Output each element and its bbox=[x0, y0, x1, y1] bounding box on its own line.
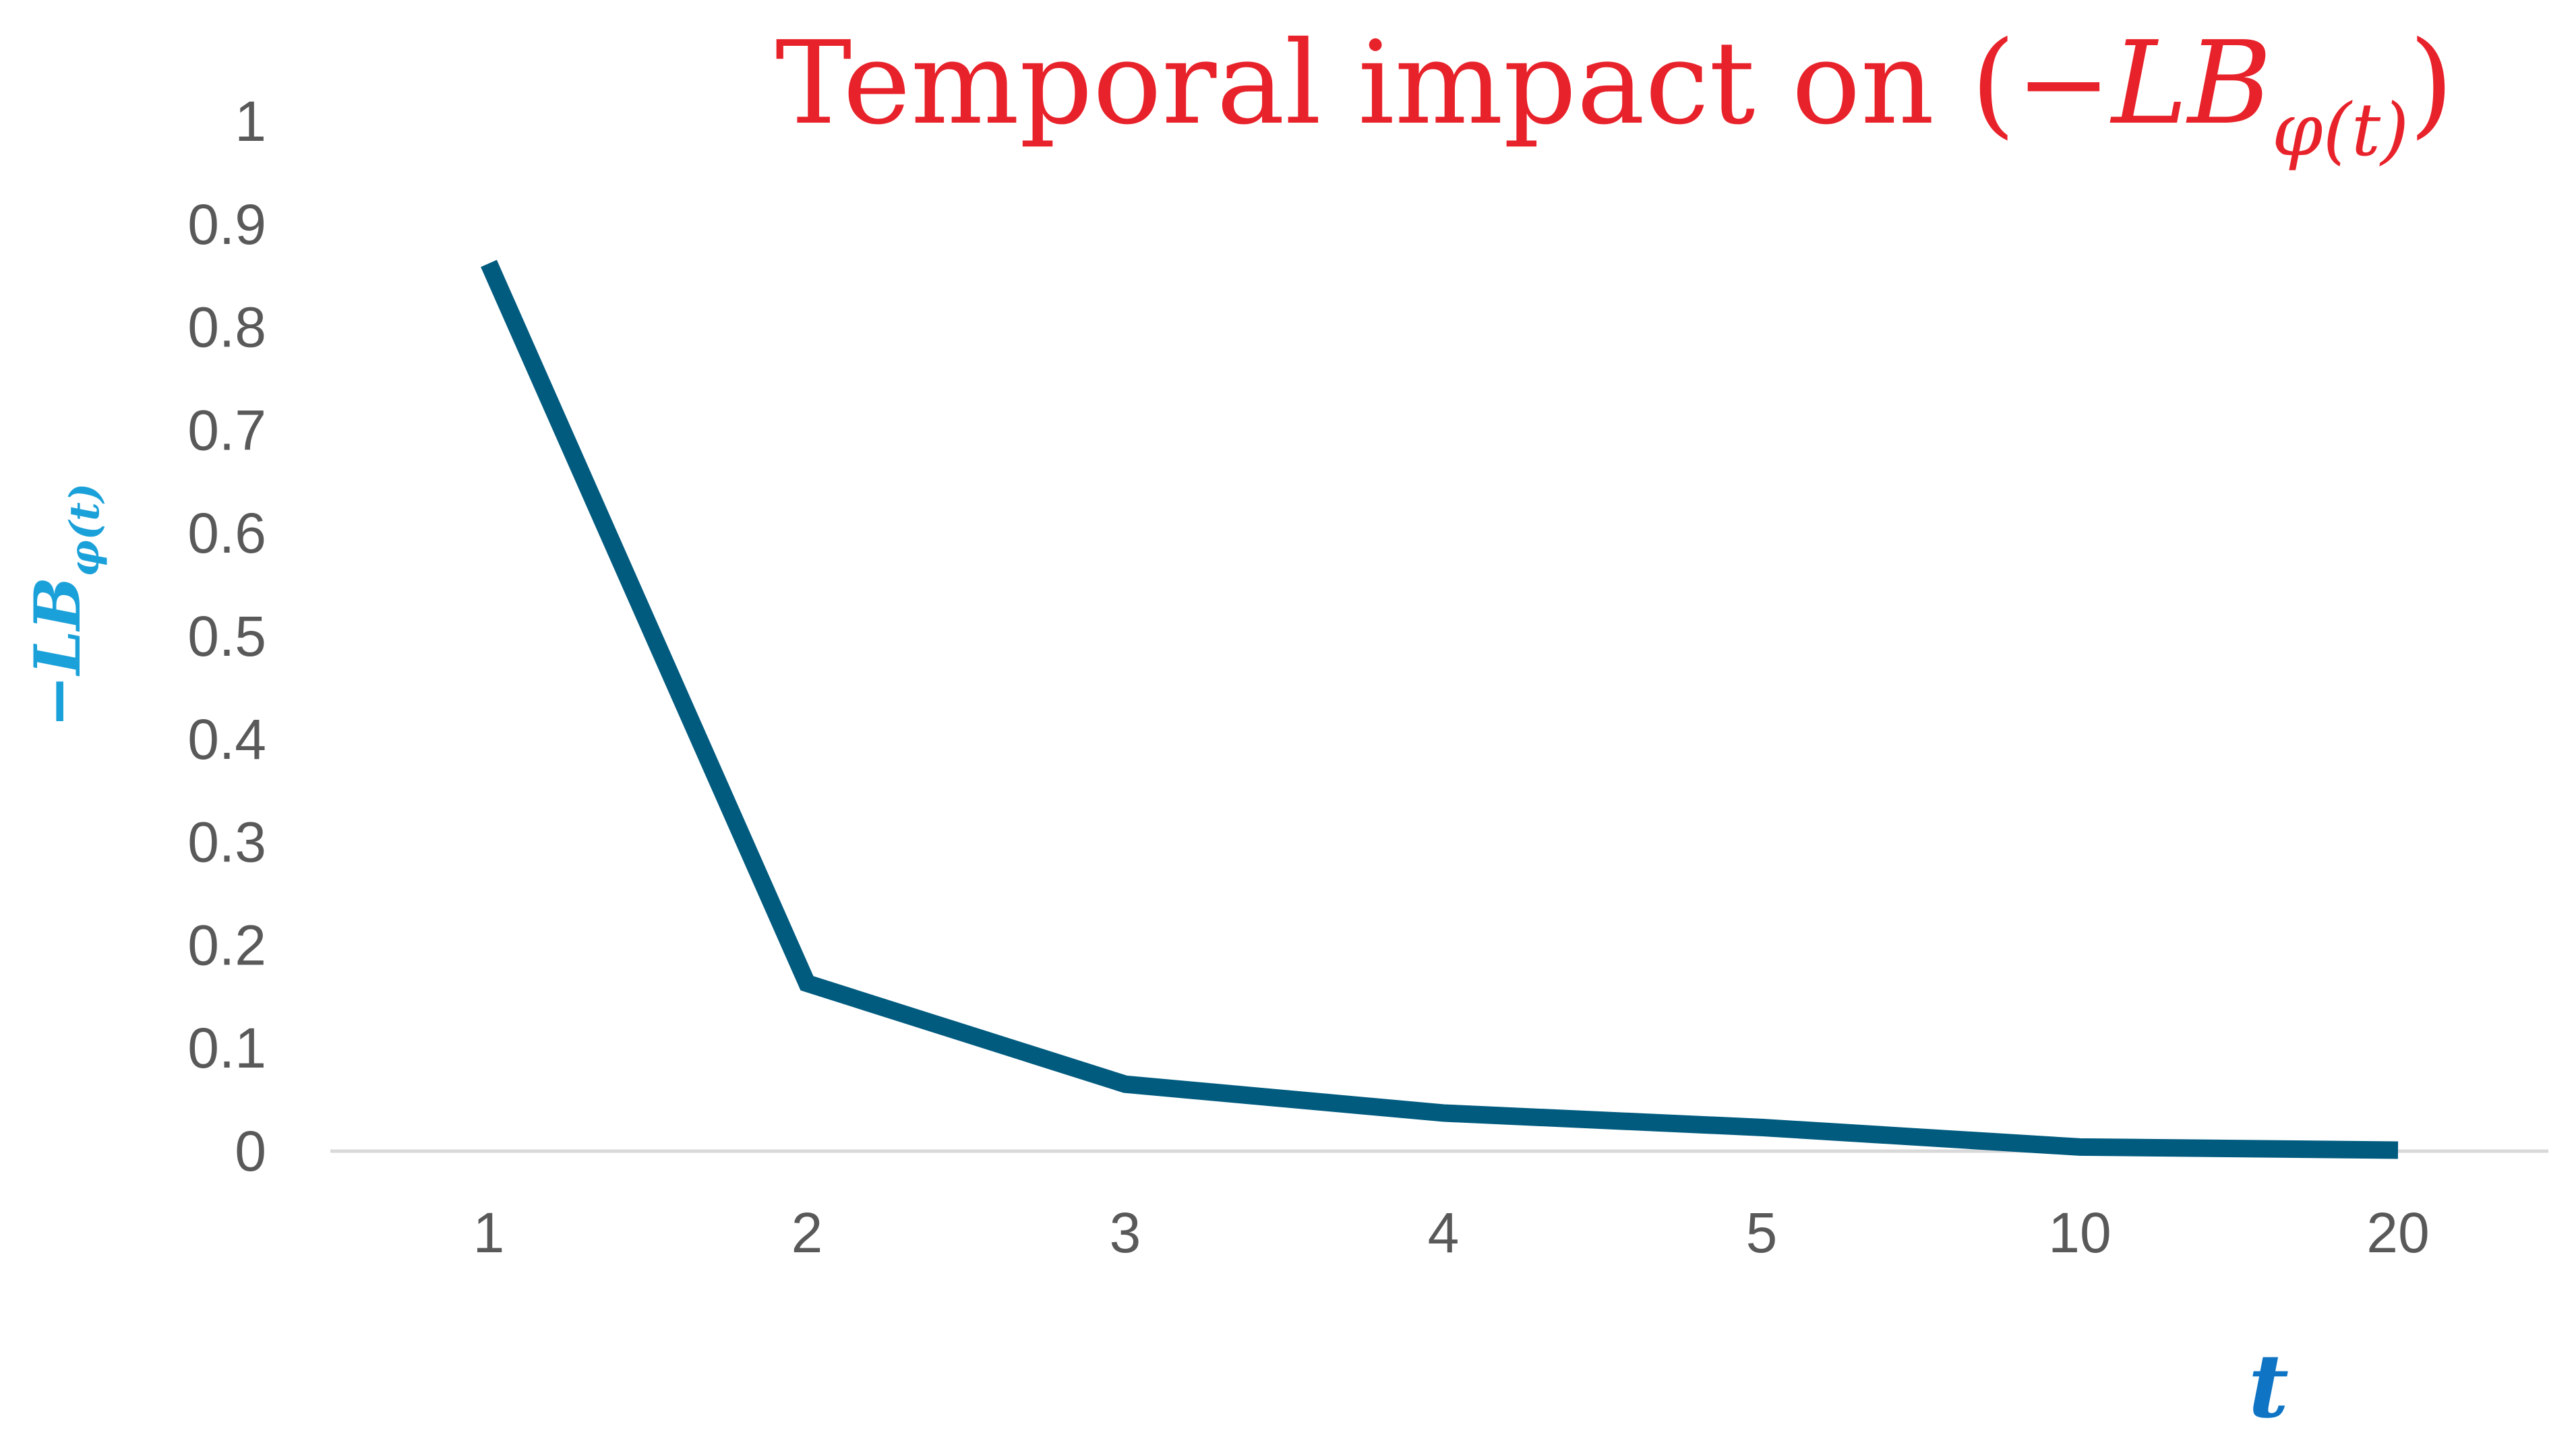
chart-title-text: Temporal impact on (−LBφ(t)) bbox=[775, 17, 2454, 173]
y-axis-label-subscript: φ(t) bbox=[61, 483, 109, 577]
chart-title: Temporal impact on (−LBφ(t)) bbox=[775, 17, 2454, 173]
x-tick-label: 10 bbox=[2048, 1201, 2111, 1264]
chart-title-suffix: ) bbox=[2409, 17, 2453, 150]
y-axis-label-main: −LB bbox=[21, 577, 95, 728]
chart-title-math: LB bbox=[2109, 17, 2272, 150]
y-tick-label: 0.7 bbox=[187, 398, 266, 462]
y-tick-label: 0.6 bbox=[187, 501, 266, 565]
x-tick-label: 1 bbox=[473, 1201, 505, 1264]
x-tick-label: 20 bbox=[2366, 1201, 2429, 1264]
x-tick-label: 2 bbox=[791, 1201, 823, 1264]
y-tick-label: 0.3 bbox=[187, 811, 266, 874]
x-tick-label: 4 bbox=[1428, 1201, 1460, 1264]
y-tick-label: 0.1 bbox=[187, 1016, 266, 1080]
y-axis-label: −LBφ(t) bbox=[21, 483, 109, 728]
x-axis-ticks: 1 2 3 4 5 10 20 bbox=[473, 1201, 2430, 1264]
y-tick-label: 1 bbox=[235, 90, 266, 153]
chart-title-subscript: φ(t) bbox=[2272, 88, 2409, 173]
y-axis-ticks: 0 0.1 0.2 0.3 0.4 0.5 0.6 0.7 0.8 0.9 1 bbox=[187, 90, 266, 1183]
y-tick-label: 0 bbox=[235, 1119, 266, 1183]
data-series bbox=[481, 259, 2399, 1159]
x-tick-label: 3 bbox=[1110, 1201, 1141, 1264]
y-axis-label-text: −LBφ(t) bbox=[21, 483, 109, 728]
y-tick-label: 0.9 bbox=[187, 193, 266, 256]
y-tick-label: 0.8 bbox=[187, 296, 266, 359]
y-tick-label: 0.5 bbox=[187, 605, 266, 668]
y-tick-label: 0.4 bbox=[187, 708, 266, 771]
series-line bbox=[481, 259, 2399, 1159]
chart-title-prefix: Temporal impact on (− bbox=[775, 17, 2111, 150]
y-tick-label: 0.2 bbox=[187, 913, 266, 977]
x-axis-label: t bbox=[2248, 1334, 2289, 1438]
x-tick-label: 5 bbox=[1746, 1201, 1778, 1264]
x-axis-label-text: t bbox=[2248, 1334, 2289, 1438]
